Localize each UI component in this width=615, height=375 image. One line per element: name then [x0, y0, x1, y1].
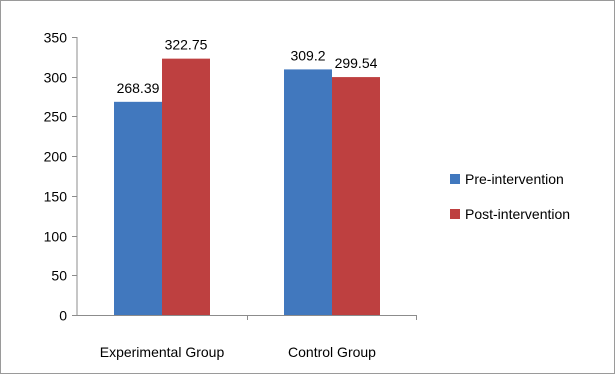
bar — [284, 69, 332, 315]
legend-swatch — [450, 209, 460, 219]
y-tick-label: 0 — [59, 308, 67, 324]
legend-swatch — [450, 174, 460, 184]
data-label: 268.39 — [117, 80, 160, 96]
bar — [162, 58, 210, 315]
data-label: 309.2 — [290, 47, 325, 63]
y-tick-label: 100 — [44, 229, 68, 245]
y-tick-label: 350 — [44, 30, 68, 46]
y-tick-label: 250 — [44, 109, 68, 125]
x-category-label: Experimental Group — [100, 344, 225, 360]
legend-label: Post-intervention — [465, 206, 570, 222]
y-tick-label: 50 — [51, 268, 67, 284]
y-tick-label: 150 — [44, 189, 68, 205]
legend-label: Pre-intervention — [465, 171, 564, 187]
x-category-label: Control Group — [288, 344, 376, 360]
data-label: 299.54 — [335, 55, 378, 71]
y-tick-label: 300 — [44, 70, 68, 86]
bar — [114, 101, 162, 315]
bar — [332, 77, 380, 316]
y-tick-label: 200 — [44, 149, 68, 165]
data-label: 322.75 — [165, 37, 208, 53]
